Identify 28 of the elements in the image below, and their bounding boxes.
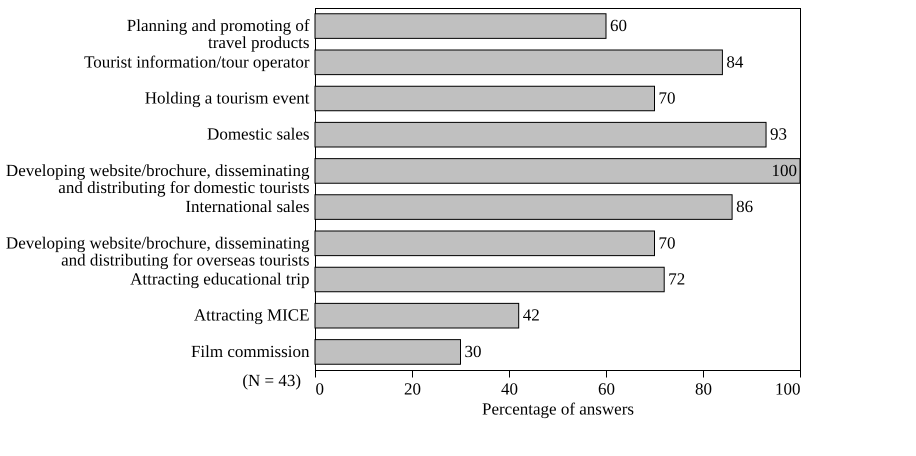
data-label: 100 xyxy=(772,160,797,180)
x-tick-label: 20 xyxy=(404,380,421,398)
y-tick-label: Developing website/brochure, disseminating and distributing for domestic tourists xyxy=(6,160,310,197)
y-tick-label: Holding a tourism event xyxy=(144,88,310,108)
data-label: 70 xyxy=(658,233,676,252)
x-tick-label: 40 xyxy=(501,380,518,398)
y-tick-label: International sales xyxy=(185,197,310,216)
y-tick-label: Tourist information/tour operator xyxy=(84,52,310,72)
data-label: 86 xyxy=(736,197,754,216)
y-tick-label: Developing website/brochure, disseminating and distributing for overseas tourists xyxy=(6,233,310,270)
text: (N = 43) xyxy=(242,371,301,390)
y-tick-label: Film commission xyxy=(190,342,310,361)
y-tick-label: Domestic sales xyxy=(207,124,310,144)
x-axis-title: Percentage of answers xyxy=(482,400,634,418)
y-tick-label: Planning and promoting of travel products xyxy=(126,16,310,52)
x-tick-label: 60 xyxy=(598,380,615,398)
data-label: 84 xyxy=(726,52,744,72)
data-label: 42 xyxy=(522,306,540,325)
y-tick-label: Attracting MICE xyxy=(194,306,310,325)
y-tick-label: Attracting educational trip xyxy=(130,270,310,288)
data-label: 93 xyxy=(770,124,788,144)
x-tick-label: 100 xyxy=(775,380,800,398)
data-label: 70 xyxy=(658,88,676,108)
data-label: 60 xyxy=(610,16,627,36)
x-tick-label: 80 xyxy=(695,380,712,398)
data-label: 72 xyxy=(668,270,686,288)
data-label: 30 xyxy=(464,342,482,361)
x-tick-label: 0 xyxy=(316,380,324,398)
